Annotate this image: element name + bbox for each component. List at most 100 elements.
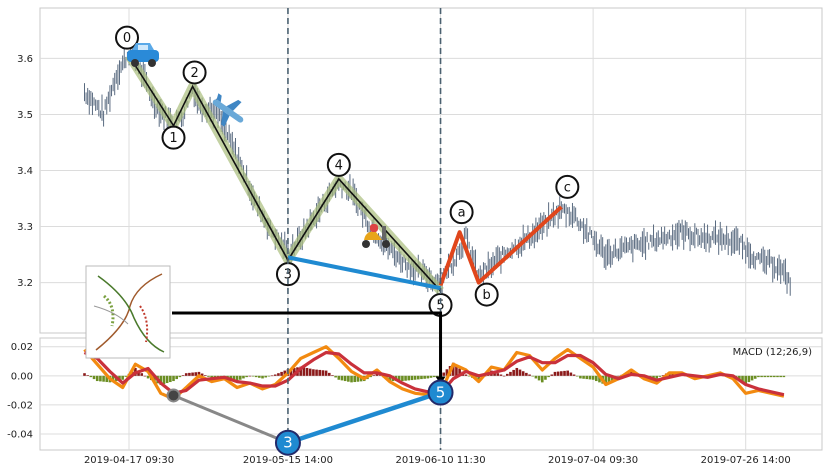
macd-histogram-bar bbox=[502, 375, 506, 377]
macd-histogram-bar bbox=[207, 375, 210, 377]
macd-histogram-bar bbox=[261, 375, 264, 379]
macd-gray-line bbox=[172, 394, 289, 445]
macd-histogram-bar bbox=[455, 365, 458, 376]
macd-histogram-bar bbox=[153, 375, 156, 382]
wave-label-1: 1 bbox=[161, 125, 186, 150]
macd-histogram-bar bbox=[534, 375, 538, 379]
macd-histogram-bar bbox=[248, 375, 252, 377]
elliott-waves: 0 1 2 3 4 5 a b c bbox=[115, 25, 580, 317]
wave-label-0: 0 bbox=[115, 25, 140, 50]
macd-histogram-bar bbox=[757, 375, 760, 378]
y-tick-label: 3.3 bbox=[17, 222, 33, 233]
macd-histogram-bar bbox=[327, 372, 331, 376]
macd-histogram-bar bbox=[652, 375, 655, 379]
macd-histogram-bar bbox=[563, 370, 566, 376]
macd-divergence-line bbox=[287, 390, 442, 445]
macd-histogram-bar bbox=[197, 371, 201, 376]
svg-text:5: 5 bbox=[436, 298, 444, 313]
macd-histogram-bar bbox=[356, 375, 360, 382]
macd-histogram-bar bbox=[753, 375, 757, 379]
macd-histogram-bar bbox=[537, 375, 541, 381]
macd-histogram-bar bbox=[95, 375, 99, 382]
macd-histogram-bar bbox=[521, 371, 525, 376]
macd-histogram-bar bbox=[378, 375, 382, 376]
macd-histogram-bar bbox=[750, 375, 754, 381]
macd-histogram-bar bbox=[302, 367, 306, 376]
macd-histogram-bar bbox=[277, 373, 280, 376]
macd-histogram-bar bbox=[340, 375, 344, 381]
macd-histogram-bar bbox=[369, 375, 372, 378]
macd-histogram-bar bbox=[204, 375, 207, 376]
macd-histogram-bar bbox=[315, 369, 318, 376]
svg-text:a: a bbox=[458, 206, 466, 221]
macd-histogram-bar bbox=[105, 375, 109, 383]
macd-histogram-bar bbox=[194, 372, 198, 376]
y-tick-label: 3.6 bbox=[17, 54, 33, 65]
macd-histogram-bar bbox=[121, 375, 124, 380]
macd-histogram-bar bbox=[747, 375, 751, 383]
macd-histogram-bar bbox=[617, 375, 620, 377]
connector-line bbox=[172, 311, 443, 381]
x-tick-label: 2019-07-26 14:00 bbox=[701, 455, 791, 466]
svg-text:1: 1 bbox=[169, 131, 177, 146]
macd-histogram-bar bbox=[766, 375, 770, 378]
macd-histogram-bar bbox=[782, 375, 786, 378]
macd-histogram-bar bbox=[184, 373, 188, 376]
macd-histogram-bar bbox=[172, 375, 175, 382]
macd-histogram-bar bbox=[235, 375, 239, 382]
y-tick-label: -0.02 bbox=[7, 400, 33, 411]
y-tick-label: 0.00 bbox=[11, 371, 33, 382]
macd-histogram-bar bbox=[509, 371, 512, 376]
macd-histogram-bar bbox=[429, 375, 433, 378]
correction-wave-line bbox=[438, 205, 563, 287]
macd-histogram-bar bbox=[432, 375, 436, 378]
wave-label-b: b bbox=[474, 282, 499, 307]
x-tick-label: 2019-07-04 09:30 bbox=[548, 455, 638, 466]
svg-text:2: 2 bbox=[190, 66, 198, 81]
macd-histogram-bar bbox=[744, 375, 748, 384]
macd-histogram-bar bbox=[416, 375, 420, 380]
macd-histogram-bar bbox=[267, 375, 271, 377]
y-tick-label: 3.5 bbox=[17, 110, 33, 121]
macd-histogram-bar bbox=[124, 375, 128, 377]
axes: 2019-04-17 09:30 2019-05-15 14:00 2019-06-… bbox=[7, 54, 812, 466]
macd-histogram-bar bbox=[763, 375, 767, 378]
macd-histogram-bar bbox=[779, 375, 782, 378]
macd-histogram-bar bbox=[553, 371, 557, 376]
macd-histogram-bar bbox=[188, 372, 191, 376]
macd-histogram-bar bbox=[86, 375, 89, 376]
macd-histogram-bar bbox=[175, 375, 178, 380]
macd-histogram-bar bbox=[289, 368, 293, 376]
airplane-icon bbox=[212, 93, 244, 127]
macd-histogram-bar bbox=[397, 375, 401, 382]
macd-histogram-bar bbox=[111, 375, 115, 382]
svg-text:0: 0 bbox=[123, 31, 131, 46]
macd-histogram-bar bbox=[760, 375, 763, 378]
svg-text:c: c bbox=[564, 180, 571, 195]
macd-histogram-bar bbox=[426, 375, 430, 379]
macd-histogram-bar bbox=[102, 375, 105, 382]
macd-histogram-bar bbox=[372, 375, 376, 376]
macd-histogram-bar bbox=[99, 375, 102, 382]
macd-histogram-bar bbox=[146, 375, 150, 379]
macd-histogram-bar bbox=[181, 375, 185, 376]
macd-histogram-bar bbox=[334, 375, 337, 378]
macd-histogram-bar bbox=[200, 373, 204, 376]
wave-label-c: c bbox=[555, 174, 580, 199]
macd-histogram-bar bbox=[525, 372, 528, 376]
x-tick-label: 2019-05-15 14:00 bbox=[243, 455, 333, 466]
macd-histogram-bar bbox=[661, 375, 665, 376]
macd-histogram-bar bbox=[410, 375, 414, 381]
macd-histogram-bar bbox=[331, 375, 334, 376]
macd-histogram-bar bbox=[318, 369, 322, 376]
macd-histogram-bar bbox=[229, 375, 233, 380]
macd-histogram-bar bbox=[540, 375, 544, 383]
macd-point-start bbox=[166, 388, 181, 403]
macd-histogram-bar bbox=[776, 375, 779, 378]
macd-histogram-bar bbox=[569, 372, 573, 376]
macd-histogram-bar bbox=[388, 375, 391, 382]
macd-histogram-bar bbox=[515, 367, 519, 376]
macd-histogram-bar bbox=[582, 375, 585, 379]
y-tick-label: 3.2 bbox=[17, 278, 33, 289]
